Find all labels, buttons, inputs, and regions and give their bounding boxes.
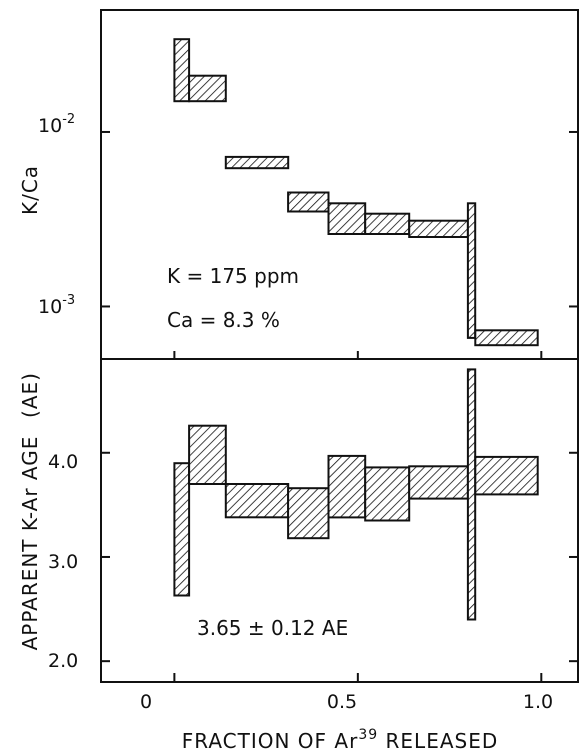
age-step-4	[287, 487, 330, 540]
x-tick-label-0-5: 0.5	[327, 691, 357, 713]
age-axis-unit: (AE)	[18, 372, 42, 418]
age-steps	[173, 368, 539, 621]
k-annotation: K = 175 ppm	[167, 264, 299, 288]
kca-steps	[173, 38, 539, 347]
age-step-5	[327, 454, 367, 519]
kca-step-3	[224, 155, 290, 170]
age-step-8	[466, 368, 477, 621]
age-step-7	[408, 465, 469, 500]
age-tick-label-2: 2.0	[48, 650, 78, 672]
kca-step-1	[173, 38, 191, 103]
kca-tick-label-1e-3: 10-3	[38, 293, 75, 318]
kca-step-8	[466, 202, 477, 339]
age-step-3	[224, 483, 290, 519]
top-panel-frame	[100, 9, 579, 360]
age-step-1	[173, 462, 191, 597]
ca-annotation: Ca = 8.3 %	[167, 308, 280, 332]
age-tick-label-4: 4.0	[48, 451, 78, 473]
kca-axis-label: K/Ca	[18, 165, 42, 215]
axis-ticks	[101, 130, 578, 682]
kca-step-4	[287, 191, 330, 213]
age-step-9	[474, 455, 539, 496]
kca-step-2	[188, 74, 227, 103]
age-tick-label-3: 3.0	[48, 551, 78, 573]
kca-step-9	[474, 329, 539, 347]
x-tick-label-1: 1.0	[523, 691, 553, 713]
age-annotation: 3.65 ± 0.12 AE	[197, 616, 348, 640]
x-axis-label: FRACTION OF Ar39 RELEASED	[182, 727, 499, 753]
age-step-2	[188, 424, 227, 486]
age-step-6	[364, 466, 411, 522]
age-axis-label: APPARENT K-Ar AGE	[18, 436, 42, 651]
kca-tick-label-1e-2: 10-2	[38, 112, 75, 137]
kca-step-7	[408, 219, 469, 238]
bottom-panel-frame	[100, 358, 579, 683]
x-tick-label-0: 0	[140, 691, 152, 713]
kca-step-5	[327, 202, 367, 236]
kca-step-6	[364, 212, 411, 235]
